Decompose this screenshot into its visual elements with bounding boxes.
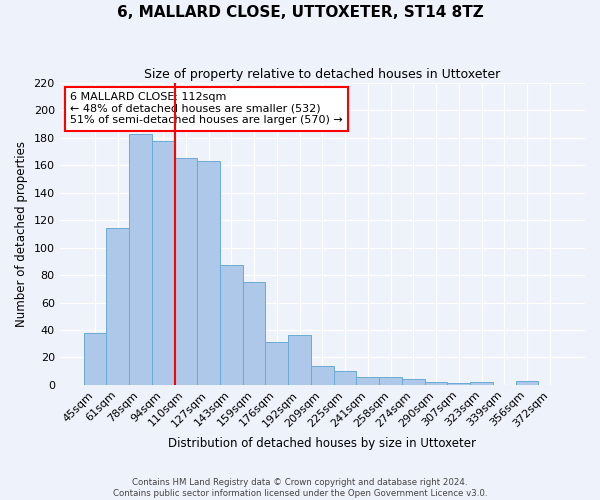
Bar bbox=[265, 342, 288, 385]
Bar bbox=[402, 380, 425, 385]
Bar bbox=[152, 140, 175, 385]
Bar bbox=[243, 282, 265, 385]
Y-axis label: Number of detached properties: Number of detached properties bbox=[15, 141, 28, 327]
Bar bbox=[448, 384, 470, 385]
Text: 6 MALLARD CLOSE: 112sqm
← 48% of detached houses are smaller (532)
51% of semi-d: 6 MALLARD CLOSE: 112sqm ← 48% of detache… bbox=[70, 92, 343, 126]
Bar bbox=[106, 228, 129, 385]
Bar bbox=[83, 332, 106, 385]
Bar bbox=[197, 161, 220, 385]
Bar bbox=[129, 134, 152, 385]
Bar bbox=[379, 376, 402, 385]
Text: Contains HM Land Registry data © Crown copyright and database right 2024.
Contai: Contains HM Land Registry data © Crown c… bbox=[113, 478, 487, 498]
Bar bbox=[175, 158, 197, 385]
Title: Size of property relative to detached houses in Uttoxeter: Size of property relative to detached ho… bbox=[144, 68, 500, 80]
Bar bbox=[334, 371, 356, 385]
Bar bbox=[288, 336, 311, 385]
Bar bbox=[311, 366, 334, 385]
Bar bbox=[425, 382, 448, 385]
Bar bbox=[515, 380, 538, 385]
Bar bbox=[220, 266, 243, 385]
X-axis label: Distribution of detached houses by size in Uttoxeter: Distribution of detached houses by size … bbox=[169, 437, 476, 450]
Bar bbox=[356, 376, 379, 385]
Bar bbox=[470, 382, 493, 385]
Text: 6, MALLARD CLOSE, UTTOXETER, ST14 8TZ: 6, MALLARD CLOSE, UTTOXETER, ST14 8TZ bbox=[116, 5, 484, 20]
